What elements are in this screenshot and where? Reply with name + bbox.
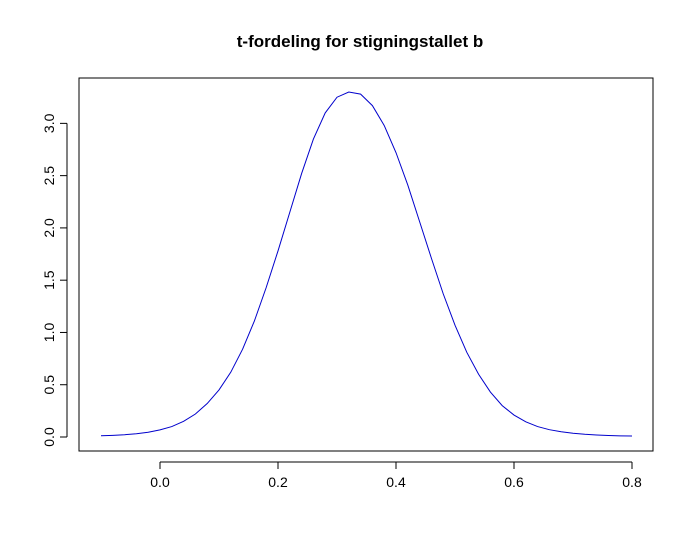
series-layer bbox=[100, 91, 633, 437]
y-tick-label: 3.0 bbox=[41, 113, 57, 133]
y-tick-label: 0.0 bbox=[41, 427, 57, 447]
chart-title: t-fordeling for stigningstallet b bbox=[237, 32, 483, 51]
plot-frame bbox=[78, 77, 654, 452]
x-tick-label: 0.0 bbox=[150, 474, 170, 490]
x-axis: 0.0 0.2 0.4 0.6 0.8 bbox=[150, 461, 642, 490]
y-tick-label: 1.0 bbox=[41, 323, 57, 343]
x-tick-label: 0.4 bbox=[386, 474, 406, 490]
x-tick-label: 0.8 bbox=[622, 474, 642, 490]
y-axis: 0.0 0.5 1.0 1.5 2.0 2.5 3.0 bbox=[41, 113, 68, 447]
x-tick-label: 0.6 bbox=[504, 474, 524, 490]
y-tick-label: 0.5 bbox=[41, 375, 57, 395]
y-tick-label: 1.5 bbox=[41, 270, 57, 290]
y-tick-label: 2.0 bbox=[41, 218, 57, 238]
y-tick-label: 2.5 bbox=[41, 166, 57, 186]
x-tick-label: 0.2 bbox=[268, 474, 288, 490]
series-line bbox=[100, 91, 633, 437]
